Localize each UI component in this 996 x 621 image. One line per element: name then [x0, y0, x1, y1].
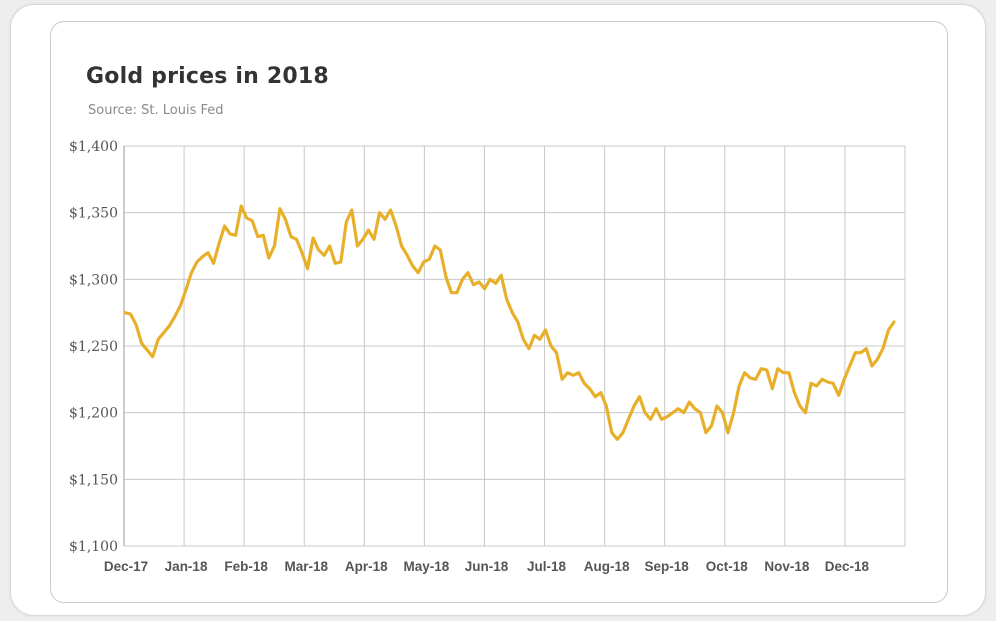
- x-tick-label: Dec-17: [104, 559, 148, 574]
- series-layer: [123, 204, 896, 441]
- y-tick-label: $1,300: [69, 272, 118, 288]
- y-tick-label: $1,350: [69, 206, 118, 222]
- x-tick-label: Feb-18: [224, 559, 268, 574]
- x-tick-label: Oct-18: [706, 559, 749, 574]
- chart-title: Gold prices in 2018: [86, 64, 329, 89]
- x-tick-label: May-18: [403, 559, 449, 574]
- x-tick-label: Apr-18: [345, 559, 388, 574]
- y-tick-label: $1,100: [69, 539, 118, 555]
- x-tick-label: Sep-18: [645, 559, 690, 574]
- x-tick-label: Mar-18: [284, 559, 328, 574]
- chart-subtitle: Source: St. Louis Fed: [88, 103, 224, 118]
- y-tick-label: $1,400: [69, 139, 118, 155]
- x-tick-label: Aug-18: [584, 559, 630, 574]
- chart-card: [50, 21, 948, 603]
- x-tick-layer: Dec-17 Jan-18 Feb-18 Mar-18 Apr-18 May-18 Jun-…: [104, 559, 870, 574]
- y-tick-label: $1,150: [69, 472, 118, 488]
- x-tick-label: Nov-18: [764, 559, 810, 574]
- y-tick-label: $1,200: [69, 406, 118, 422]
- y-tick-label: $1,250: [69, 339, 118, 355]
- x-tick-label: Dec-18: [825, 559, 870, 574]
- x-tick-label: Jul-18: [527, 559, 567, 574]
- x-tick-label: Jan-18: [165, 559, 208, 574]
- gold-price-series-line: [123, 204, 896, 441]
- x-tick-label: Jun-18: [465, 559, 509, 574]
- y-tick-layer: $1,100 $1,150 $1,200 $1,250 $1,300 $1,350 $1,4…: [69, 139, 118, 555]
- grid-layer: [123, 145, 906, 547]
